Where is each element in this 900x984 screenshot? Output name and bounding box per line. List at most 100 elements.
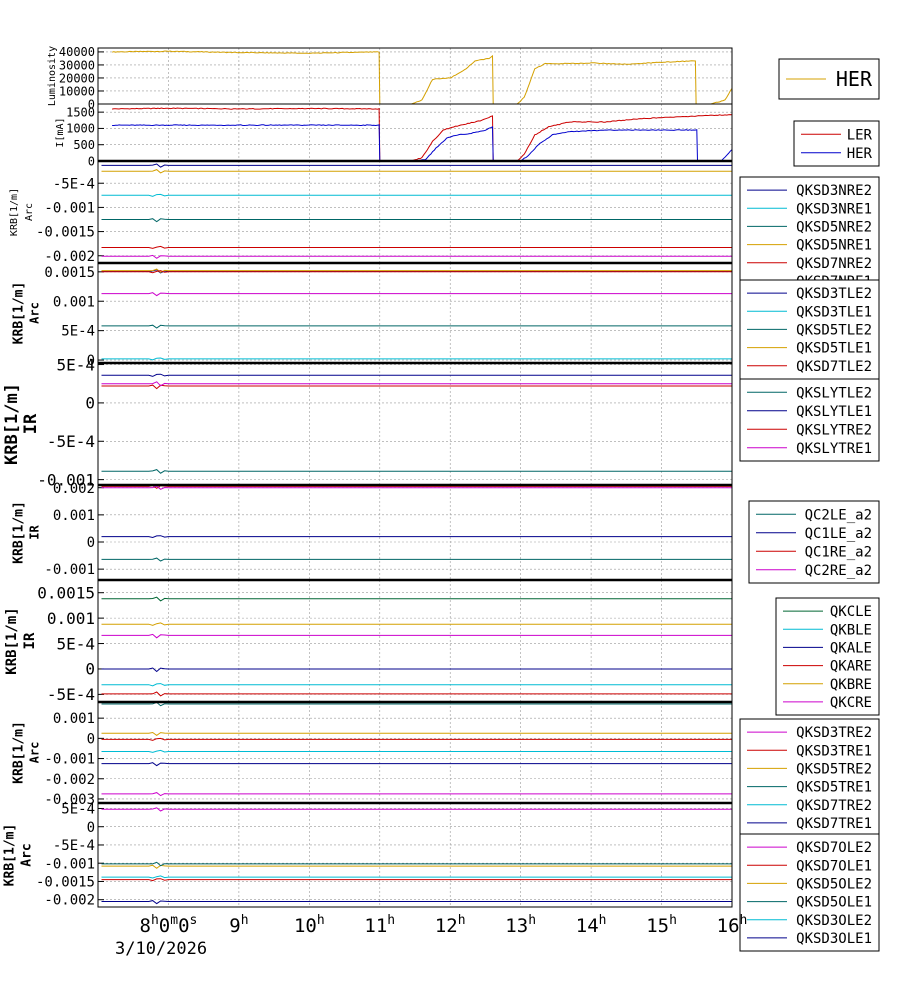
y-tick-label: 10000 [59, 84, 95, 98]
legend-box [775, 597, 880, 716]
series-line-QKSD5OLE1 [101, 861, 732, 867]
x-tick-label: 16h [717, 913, 748, 937]
plot-area [98, 104, 732, 161]
series-line-QKSLYTRE1 [101, 381, 732, 387]
y-tick-label: 0.002 [53, 481, 95, 497]
legend-label: QKSD7TRE2 [796, 798, 872, 814]
legend-label: QKSD7NRE2 [796, 256, 872, 272]
legend-label: QKSD7OLE2 [796, 840, 872, 856]
series-line-LER [111, 107, 733, 162]
panel-4: 0 5E-4 0.001 0.0015 KRB[1/m] Arc [12, 261, 733, 369]
y-tick-label: 0 [87, 731, 95, 747]
x-tick-label: 10h [294, 913, 325, 937]
x-axis: 8h0m0s 9h 10h 11h 12h 13h 14h 15h 16h [140, 913, 748, 937]
series-line-QKSD7TLE1 [101, 292, 732, 297]
legend-box [793, 120, 880, 167]
plot-area [98, 580, 732, 702]
series-line-QKSD7TLE2 [101, 270, 732, 274]
series-line-QKSD3NRE2 [101, 163, 732, 168]
y-tick-label: -0.001 [44, 752, 95, 768]
legend-label: QKSD3OLE1 [796, 931, 872, 947]
series-line-QKSD7OLE1 [101, 878, 732, 882]
legend-label: QKSD3OLE2 [796, 913, 872, 929]
series-line-QKCLE [101, 596, 732, 602]
y-axis-label: KRB[1/m] [12, 501, 27, 564]
series-line-QC2RE_a2 [101, 485, 732, 490]
y-tick-label: -5E-4 [47, 685, 95, 704]
series-line-QKBRE [101, 622, 732, 626]
y-tick-label: 30000 [59, 58, 95, 72]
y-tick-label: 0.001 [53, 294, 95, 310]
y-tick-label: -5E-4 [47, 432, 95, 451]
y-tick-label: 5E-4 [56, 634, 95, 653]
series-line-QKSD3TLE1 [101, 357, 732, 361]
legend-label: LER [847, 127, 873, 143]
y-tick-label: -0.0015 [36, 874, 95, 890]
series-line-QKSD5TLE2 [101, 324, 732, 329]
y-tick-label: 0 [85, 394, 95, 413]
legend-label: QKSLYTRE1 [796, 441, 872, 457]
plot-area [98, 803, 732, 907]
legend-label: QKSD5TRE2 [796, 761, 872, 777]
series-line-QKBLE [101, 683, 732, 687]
legend-8: QKSD3TRE2 QKSD3TRE1 QKSD5TRE2 QKSD5TRE1 QKSD… [739, 718, 880, 837]
legend-7: QKCLE QKBLE QKALE QKARE QKBRE QKCRE [775, 597, 880, 716]
legend-2: LER HER [793, 120, 880, 167]
plot-area [98, 702, 732, 803]
legend-9: QKSD7OLE2 QKSD7OLE1 QKSD5OLE2 QKSD5OLE1 QKSD… [739, 833, 880, 952]
legend-label: QKSD5TLE2 [796, 322, 872, 338]
legend-label: QKSD3TRE2 [796, 725, 872, 741]
y-tick-label: 40000 [59, 45, 95, 59]
y-tick-label: -5E-4 [53, 176, 95, 192]
legend-label: QKSD3NRE1 [796, 201, 872, 217]
panel-3: -5E-4 -0.001 -0.0015 -0.002 KRB[1/m] Arc [9, 159, 733, 265]
y-tick-label: 0 [87, 820, 95, 836]
legend-label: QKARE [830, 659, 872, 675]
y-axis-label: IR [21, 413, 41, 434]
legend-label: QKCRE [830, 695, 872, 711]
y-tick-label: -0.001 [44, 200, 95, 216]
plot-area [98, 161, 732, 263]
legend-box [739, 833, 880, 952]
series-line-QKSD7OLE2 [101, 807, 732, 812]
legend-6: QC2LE_a2 QC1LE_a2 QC1RE_a2 QC2RE_a2 [748, 500, 880, 584]
y-axis-label: KRB[1/m] [3, 824, 18, 887]
legend-3: QKSD3NRE2 QKSD3NRE1 QKSD5NRE2 QKSD5NRE1 QKSD… [739, 176, 880, 295]
legend-box [739, 718, 880, 837]
y-tick-label: 0 [85, 660, 95, 679]
y-axis-label: KRB[1/m] [12, 282, 27, 345]
y-tick-label: 0 [88, 154, 95, 168]
y-tick-label: -0.002 [44, 249, 95, 265]
legend-label: QKSD5OLE2 [796, 876, 872, 892]
y-axis-label: KRB[1/m] [12, 721, 27, 784]
y-tick-label: -5E-4 [53, 838, 95, 854]
plot-area [98, 48, 732, 104]
plot-area [98, 263, 732, 363]
series-line-QKSD3OLE2 [101, 875, 732, 879]
y-tick-label: 0.0015 [37, 583, 95, 602]
legend-label: QC2RE_a2 [805, 563, 872, 579]
y-tick-label: 0.001 [47, 609, 95, 628]
plot-area [98, 485, 732, 580]
series-line-QKALE [101, 667, 732, 673]
y-tick-label: 0.001 [53, 508, 95, 524]
series-line-QC2LE_a2 [101, 557, 732, 562]
x-tick-label: 13h [505, 913, 536, 937]
series-line-QKSD3OLE1 [101, 900, 732, 905]
legend-label: QKSD7OLE1 [796, 858, 872, 874]
legend-label: QKSD3NRE2 [796, 183, 872, 199]
y-tick-label: -0.001 [37, 470, 95, 489]
x-tick-label: 9h [229, 913, 248, 937]
series-line-QC1LE_a2 [101, 535, 732, 539]
y-axis-label: IR [28, 525, 42, 540]
series-line-QKSD5TRE1 [101, 701, 732, 707]
x-tick-label: 11h [364, 913, 395, 937]
y-tick-label: 1000 [66, 122, 95, 136]
series-line-QKSLYTRE2 [101, 384, 732, 390]
series-line-QKARE [101, 691, 732, 697]
legend-label: QKSD7TLE2 [796, 359, 872, 375]
legend-1: HER [778, 58, 880, 100]
legend-box [778, 58, 880, 100]
series-line-QKCRE [101, 633, 732, 639]
